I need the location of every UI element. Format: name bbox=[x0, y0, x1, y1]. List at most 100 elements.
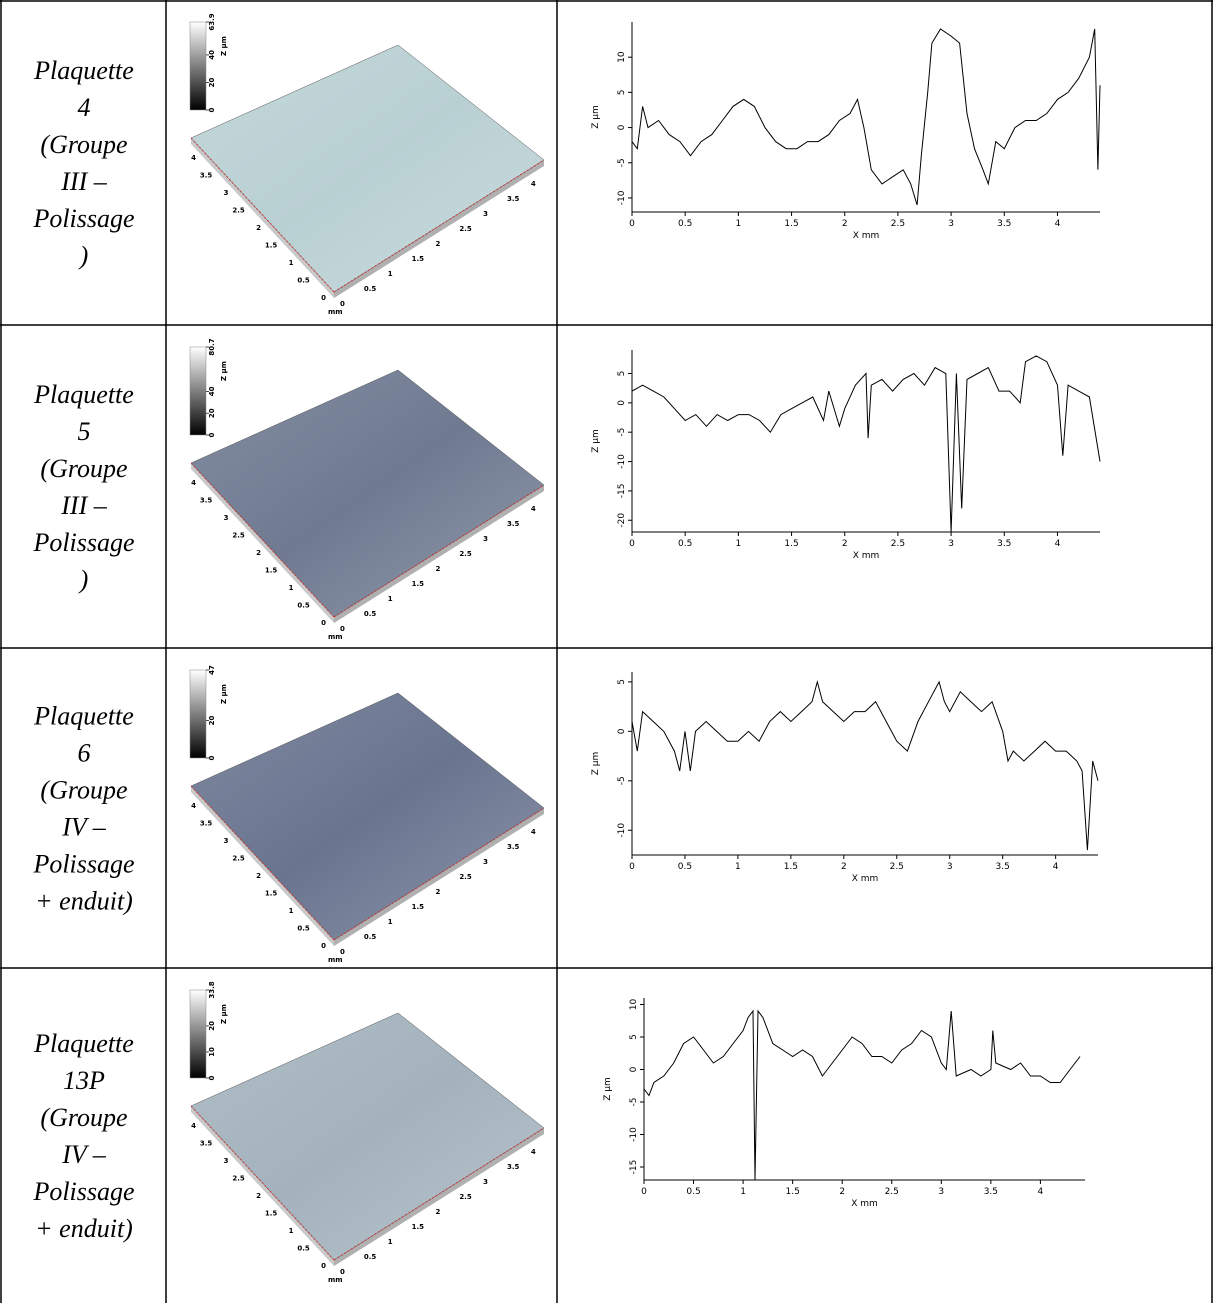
surface-tick-label: 2.5 bbox=[232, 207, 245, 215]
x-tick-label: 2 bbox=[839, 1187, 845, 1197]
surface-tick-label: 2 bbox=[256, 549, 261, 557]
y-tick-label: -10 bbox=[617, 823, 627, 838]
surface-edge bbox=[191, 1106, 334, 1266]
surface-axis bbox=[190, 137, 335, 293]
surface-edge bbox=[334, 485, 544, 623]
colorbar-tick-label: 20 bbox=[208, 408, 216, 418]
row-label: Polissage bbox=[32, 204, 134, 233]
x-tick-label: 2.5 bbox=[891, 539, 905, 549]
x-tick-label: 4 bbox=[1055, 539, 1061, 549]
colorbar-tick-label: 80.7 bbox=[208, 338, 216, 355]
surface-tick-label: 3.5 bbox=[507, 1163, 520, 1171]
x-axis-label: X mm bbox=[853, 551, 880, 561]
surface-tick-label: 0.5 bbox=[364, 933, 377, 941]
surface-tick-label: 2.5 bbox=[459, 550, 472, 558]
colorbar-tick-label: 20 bbox=[208, 77, 216, 87]
x-tick-label: 3.5 bbox=[997, 539, 1011, 549]
surface-tick-label: 3.5 bbox=[200, 1140, 213, 1148]
surface-edge bbox=[334, 808, 544, 946]
surface-tick-label: 1.5 bbox=[412, 903, 425, 911]
x-tick-label: 0.5 bbox=[678, 539, 692, 549]
row-label: Polissage bbox=[32, 850, 134, 879]
surface-tick-label: 1.5 bbox=[412, 255, 425, 263]
surface-tick-label: 2.5 bbox=[232, 1175, 245, 1183]
x-tick-label: 2.5 bbox=[890, 862, 904, 872]
profile-line bbox=[631, 355, 1101, 533]
row-label: Plaquette bbox=[33, 380, 134, 409]
surface-axis bbox=[190, 462, 335, 618]
profile-line bbox=[631, 28, 1101, 206]
row-label: 6 bbox=[78, 739, 91, 768]
y-axis-label: Z µm bbox=[591, 429, 601, 453]
surface-axis bbox=[333, 807, 545, 941]
row-label: 13P bbox=[63, 1066, 105, 1095]
colorbar-tick-label: 40 bbox=[208, 386, 216, 396]
surface-tick-label: 3 bbox=[224, 514, 229, 522]
surface-tick-label: 2 bbox=[256, 1192, 261, 1200]
row-label: 4 bbox=[78, 93, 91, 122]
x-tick-label: 2 bbox=[842, 219, 848, 229]
colorbar-tick-label: 10 bbox=[208, 1047, 216, 1057]
surface-tick-label: 0 bbox=[340, 300, 345, 308]
surface-tick-label: 1 bbox=[289, 259, 294, 267]
surface-axis bbox=[190, 785, 335, 941]
surface-tick-label: 0.5 bbox=[364, 610, 377, 618]
row-label: Plaquette bbox=[33, 1029, 134, 1058]
y-tick-label: -20 bbox=[617, 513, 627, 528]
x-tick-label: 3.5 bbox=[996, 862, 1010, 872]
x-tick-label: 3.5 bbox=[984, 1187, 998, 1197]
surface-tick-label: 0 bbox=[321, 619, 326, 627]
y-tick-label: 0 bbox=[629, 1066, 639, 1072]
surface-tick-label: 1.5 bbox=[265, 890, 278, 898]
row-label: ) bbox=[78, 565, 89, 594]
row-label: Plaquette bbox=[33, 702, 134, 731]
colorbar bbox=[189, 346, 207, 436]
surface-tick-label: 3 bbox=[224, 837, 229, 845]
surface-tick-label: 3.5 bbox=[507, 195, 520, 203]
row-label: (Groupe bbox=[40, 130, 127, 159]
x-tick-label: 4 bbox=[1055, 219, 1061, 229]
surface-image bbox=[190, 369, 545, 618]
surface-tick-label: 1 bbox=[388, 918, 393, 926]
x-tick-label: 3 bbox=[938, 1187, 944, 1197]
surface-tick-label: 3.5 bbox=[507, 520, 520, 528]
x-tick-label: 2.5 bbox=[885, 1187, 899, 1197]
x-tick-label: 0.5 bbox=[678, 862, 692, 872]
y-tick-label: -10 bbox=[629, 1127, 639, 1142]
surface-axis bbox=[333, 1127, 545, 1261]
surface-edge bbox=[191, 138, 334, 298]
y-tick-label: 5 bbox=[617, 679, 627, 685]
surface-tick-label: 4 bbox=[531, 180, 536, 188]
colorbar-label: Z µm bbox=[220, 36, 228, 56]
surface-axis bbox=[333, 159, 545, 293]
y-tick-label: 0 bbox=[617, 728, 627, 734]
colorbar-tick-label: 0 bbox=[208, 107, 216, 112]
x-tick-label: 1.5 bbox=[784, 862, 798, 872]
colorbar-label: Z µm bbox=[220, 1004, 228, 1024]
surface-tick-label: 4 bbox=[191, 802, 196, 810]
colorbar-tick-label: 0 bbox=[208, 755, 216, 760]
surface-tick-label: 2.5 bbox=[459, 1193, 472, 1201]
surface-tick-label: 3 bbox=[483, 535, 488, 543]
surface-edge bbox=[191, 786, 334, 946]
surface-tick-label: 4 bbox=[531, 828, 536, 836]
x-tick-label: 1 bbox=[735, 219, 741, 229]
x-axis-label: X mm bbox=[852, 874, 879, 884]
y-tick-label: -5 bbox=[617, 158, 627, 167]
surface-tick-label: 1 bbox=[289, 584, 294, 592]
surface-tick-label: 2.5 bbox=[232, 855, 245, 863]
y-tick-label: 5 bbox=[629, 1034, 639, 1040]
x-tick-label: 3 bbox=[948, 539, 954, 549]
x-tick-label: 4 bbox=[1038, 1187, 1044, 1197]
surface-image bbox=[190, 1012, 545, 1261]
surface-tick-label: 1 bbox=[289, 907, 294, 915]
surface-tick-label: 3.5 bbox=[200, 820, 213, 828]
colorbar-label: Z µm bbox=[220, 361, 228, 381]
profile-line bbox=[631, 679, 1099, 851]
surface-image bbox=[190, 692, 545, 941]
surface-tick-label: 1.5 bbox=[412, 1223, 425, 1231]
surface-tick-label: 0.5 bbox=[364, 285, 377, 293]
surface-unit: mm bbox=[328, 308, 343, 316]
x-tick-label: 2.5 bbox=[891, 219, 905, 229]
